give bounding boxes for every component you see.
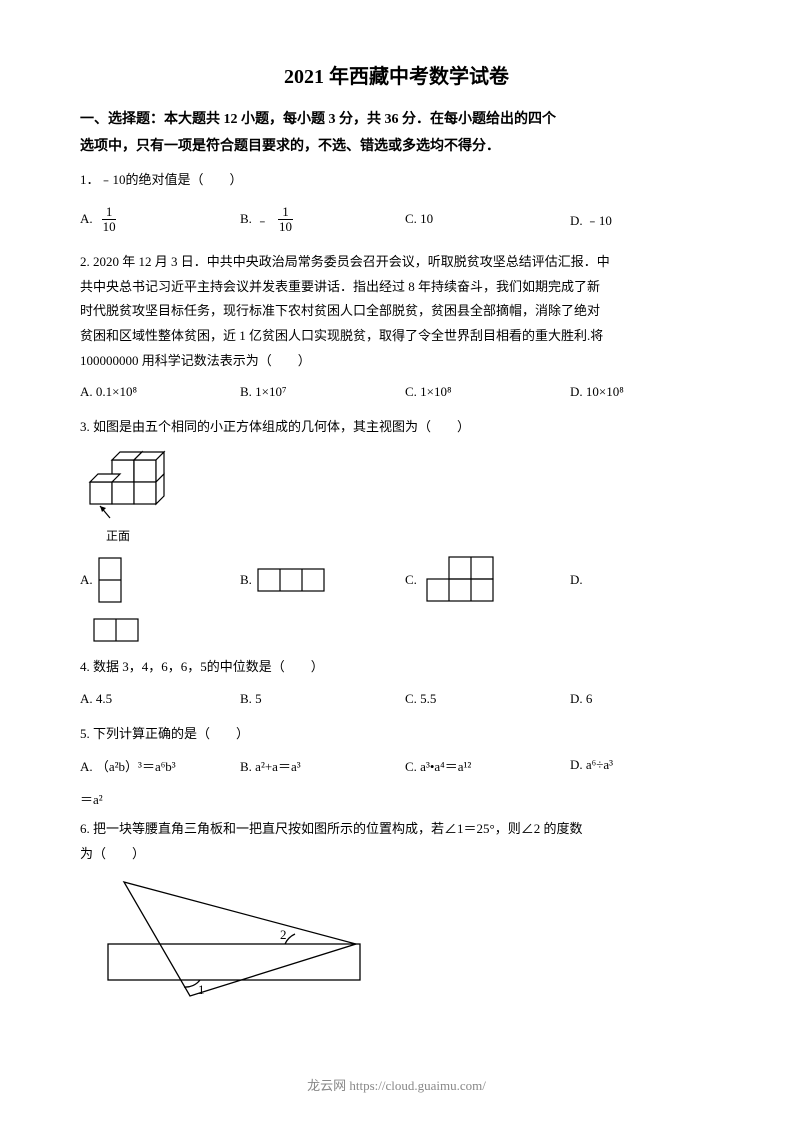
angle-2-label: 2 — [280, 927, 287, 942]
q3-front-label: 正面 — [106, 527, 713, 544]
q6-text: 6. 把一块等腰直角三角板和一把直尺按如图所示的位置构成，若∠1＝25°，则∠2… — [80, 817, 713, 866]
q1-option-d: D. ﹣10 — [570, 210, 690, 229]
q2-l1: 2. 2020 年 12 月 3 日．中共中央政治局常务委员会召开会议，听取脱贫… — [80, 254, 610, 269]
q3-b-shape — [256, 565, 336, 595]
q4-option-b: B. 5 — [240, 691, 405, 707]
section-header: 一、选择题：本大题共 12 小题，每小题 3 分，共 36 分．在每小题给出的四… — [80, 107, 713, 160]
q2-option-a: A. 0.1×10⁸ — [80, 384, 240, 400]
q1-b-neg: ﹣ — [256, 210, 269, 229]
q6-l1: 6. 把一块等腰直角三角板和一把直尺按如图所示的位置构成，若∠1＝25°，则∠2… — [80, 821, 582, 836]
q3-option-c: C. — [405, 555, 570, 605]
q2-l5: 100000000 用科学记数法表示为（ ） — [80, 353, 311, 368]
q5-options: A. （a²b）³＝a⁶b³ B. a²+a＝a³ C. a³•a⁴＝a¹² D… — [80, 750, 713, 780]
page-title: 2021 年西藏中考数学试卷 — [80, 60, 713, 89]
q5-option-c: C. a³•a⁴＝a¹² — [405, 756, 570, 775]
section-header-line2: 选项中，只有一项是符合题目要求的，不选、错选或多选均不得分． — [80, 139, 500, 154]
q1-b-fraction: 1 10 — [275, 205, 296, 235]
q5-option-a: A. （a²b）³＝a⁶b³ — [80, 756, 240, 775]
q1-a-label: A. — [80, 211, 93, 227]
q2-option-c: C. 1×10⁸ — [405, 384, 570, 400]
angle-1-label: 1 — [198, 982, 205, 997]
q2-l4: 贫困和区域性整体贫困，近 1 亿贫困人口实现脱贫，取得了令全世界刮目相看的重大胜… — [80, 328, 603, 343]
q3-a-shape — [97, 556, 137, 604]
q3-c-shape — [421, 555, 501, 605]
q2-option-d: D. 10×10⁸ — [570, 384, 690, 400]
q3-stem: 3. 如图是由五个相同的小正方体组成的几何体，其主视图为（ ） — [80, 415, 713, 440]
q1-option-b: B. ﹣ 1 10 — [240, 205, 405, 235]
q4-option-c: C. 5.5 — [405, 691, 570, 707]
q3-b-label: B. — [240, 572, 252, 588]
cubes-3d-icon — [80, 448, 180, 523]
q1-options: A. 1 10 B. ﹣ 1 10 C. 10 D. ﹣10 — [80, 197, 713, 242]
q1-a-fraction: 1 10 — [99, 205, 120, 235]
q2-l3: 时代脱贫攻坚目标任务，现行标准下农村贫困人口全部脱贫，贫困县全部摘帽，消除了绝对 — [80, 303, 600, 318]
q5-extra: ＝a² — [80, 788, 713, 813]
q1-stem: 1．﹣10的绝对值是（ ） — [80, 168, 713, 193]
q1-option-c: C. 10 — [405, 211, 570, 227]
q5-option-d: D. a⁶÷a³ — [570, 757, 690, 773]
q3-c-label: C. — [405, 572, 417, 588]
q3-option-a: A. — [80, 556, 240, 604]
q3-d-label: D. — [570, 572, 583, 588]
q1-a-den: 10 — [99, 220, 120, 234]
q4-option-d: D. 6 — [570, 691, 690, 707]
section-header-line1: 一、选择题：本大题共 12 小题，每小题 3 分，共 36 分．在每小题给出的四… — [80, 112, 556, 127]
q2-option-b: B. 1×10⁷ — [240, 384, 405, 400]
q6-figure: 2 1 — [80, 874, 713, 1004]
q1-b-label: B. — [240, 211, 252, 227]
q3-a-label: A. — [80, 572, 93, 588]
q3-3d-figure — [80, 448, 713, 523]
q4-stem: 4. 数据 3，4，6，6，5的中位数是（ ） — [80, 655, 713, 680]
q1-b-den: 10 — [275, 220, 296, 234]
q6-l2: 为（ ） — [80, 846, 145, 861]
q3-option-b: B. — [240, 565, 405, 595]
q1-b-num: 1 — [278, 205, 293, 220]
q3-d-shape-row — [92, 615, 713, 645]
q2-l2: 共中央总书记习近平主持会议并发表重要讲话．指出经过 8 年持续奋斗，我们如期完成… — [80, 279, 600, 294]
q5-stem: 5. 下列计算正确的是（ ） — [80, 722, 713, 747]
q3-d-shape — [92, 615, 152, 645]
q5-option-b: B. a²+a＝a³ — [240, 756, 405, 775]
q2-options: A. 0.1×10⁸ B. 1×10⁷ C. 1×10⁸ D. 10×10⁸ — [80, 377, 713, 407]
triangle-ruler-icon: 2 1 — [80, 874, 380, 1004]
q1-option-a: A. 1 10 — [80, 205, 240, 235]
q4-options: A. 4.5 B. 5 C. 5.5 D. 6 — [80, 684, 713, 714]
footer-text: 龙云网 https://cloud.guaimu.com/ — [0, 1075, 793, 1094]
q3-option-d: D. — [570, 572, 690, 588]
q4-option-a: A. 4.5 — [80, 691, 240, 707]
q2-text: 2. 2020 年 12 月 3 日．中共中央政治局常务委员会召开会议，听取脱贫… — [80, 250, 713, 373]
q1-a-num: 1 — [102, 205, 117, 220]
q3-options: A. B. C. — [80, 552, 713, 607]
